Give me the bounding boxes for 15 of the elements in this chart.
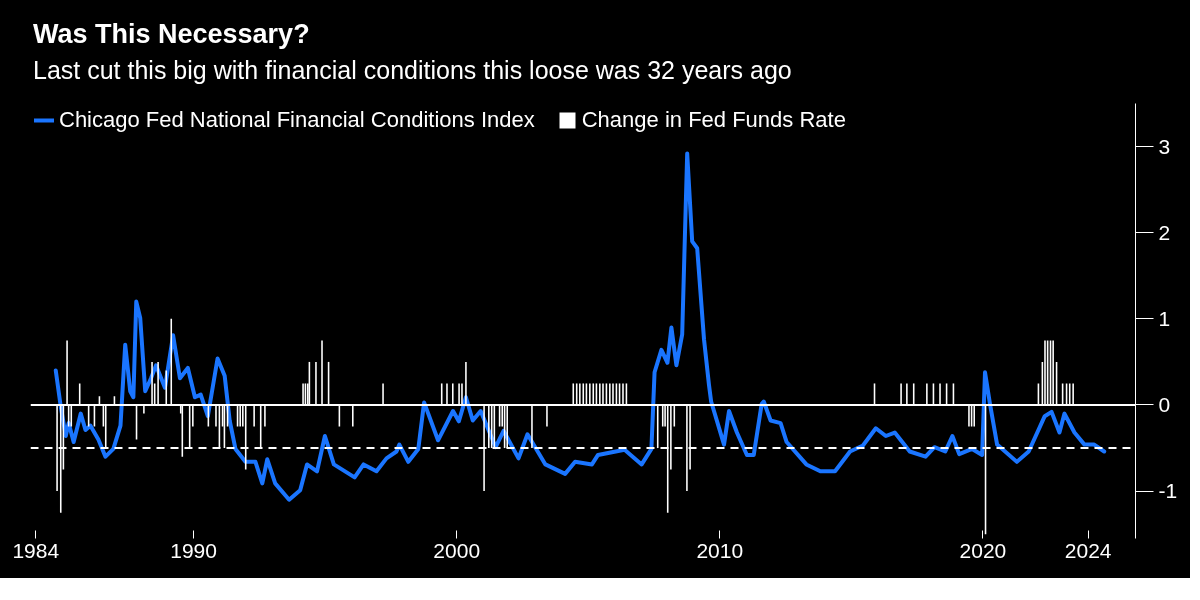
chart-subtitle: Last cut this big with financial conditions this loose was 32 years ago	[33, 55, 792, 86]
y-tick-label: 1	[1158, 306, 1171, 330]
legend-label: Chicago Fed National Financial Conditions Index	[59, 107, 535, 133]
legend-label: Change in Fed Funds Rate	[581, 107, 846, 133]
x-tick-label: 2010	[696, 538, 744, 562]
y-tick-label: 0	[1158, 392, 1171, 416]
x-tick-label: 1984	[12, 538, 60, 562]
chart-title: Was This Necessary?	[33, 18, 310, 51]
x-tick-label: 2020	[959, 538, 1007, 562]
x-tick-label: 2000	[433, 538, 481, 562]
y-tick-label: -1	[1158, 479, 1178, 503]
y-tick-label: 2	[1158, 220, 1171, 244]
y-tick-label: 3	[1158, 134, 1171, 158]
x-tick-label: 2024	[1064, 538, 1112, 562]
x-tick-label: 1990	[170, 538, 217, 562]
